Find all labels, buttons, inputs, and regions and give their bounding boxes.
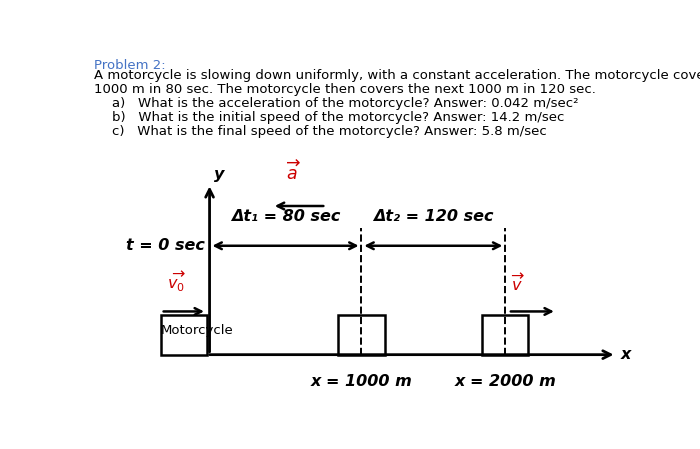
Text: $\overrightarrow{v_0}$: $\overrightarrow{v_0}$ [167, 270, 186, 294]
Text: b)   What is the initial speed of the motorcycle? Answer: 14.2 m/sec: b) What is the initial speed of the moto… [112, 111, 564, 124]
FancyBboxPatch shape [338, 315, 384, 355]
Text: y: y [214, 167, 224, 182]
Text: $\overrightarrow{v}$: $\overrightarrow{v}$ [511, 273, 525, 294]
Text: a)   What is the acceleration of the motorcycle? Answer: 0.042 m/sec²: a) What is the acceleration of the motor… [112, 97, 578, 110]
FancyBboxPatch shape [161, 315, 207, 355]
Text: x = 2000 m: x = 2000 m [454, 374, 556, 389]
FancyBboxPatch shape [482, 315, 528, 355]
Text: Δt₂ = 120 sec: Δt₂ = 120 sec [373, 209, 494, 224]
Text: t = 0 sec: t = 0 sec [126, 238, 205, 253]
Text: 1000 m in 80 sec. The motorcycle then covers the next 1000 m in 120 sec.: 1000 m in 80 sec. The motorcycle then co… [94, 83, 596, 96]
Text: A motorcycle is slowing down uniformly, with a constant acceleration. The motorc: A motorcycle is slowing down uniformly, … [94, 70, 700, 83]
Text: Δt₁ = 80 sec: Δt₁ = 80 sec [231, 209, 340, 224]
Text: x = 1000 m: x = 1000 m [311, 374, 412, 389]
Text: $\overrightarrow{a}$: $\overrightarrow{a}$ [286, 160, 301, 184]
Text: c)   What is the final speed of the motorcycle? Answer: 5.8 m/sec: c) What is the final speed of the motorc… [112, 125, 547, 138]
Text: Problem 2:: Problem 2: [94, 59, 166, 72]
Text: Motorcycle: Motorcycle [161, 324, 234, 337]
Text: x: x [621, 347, 631, 362]
